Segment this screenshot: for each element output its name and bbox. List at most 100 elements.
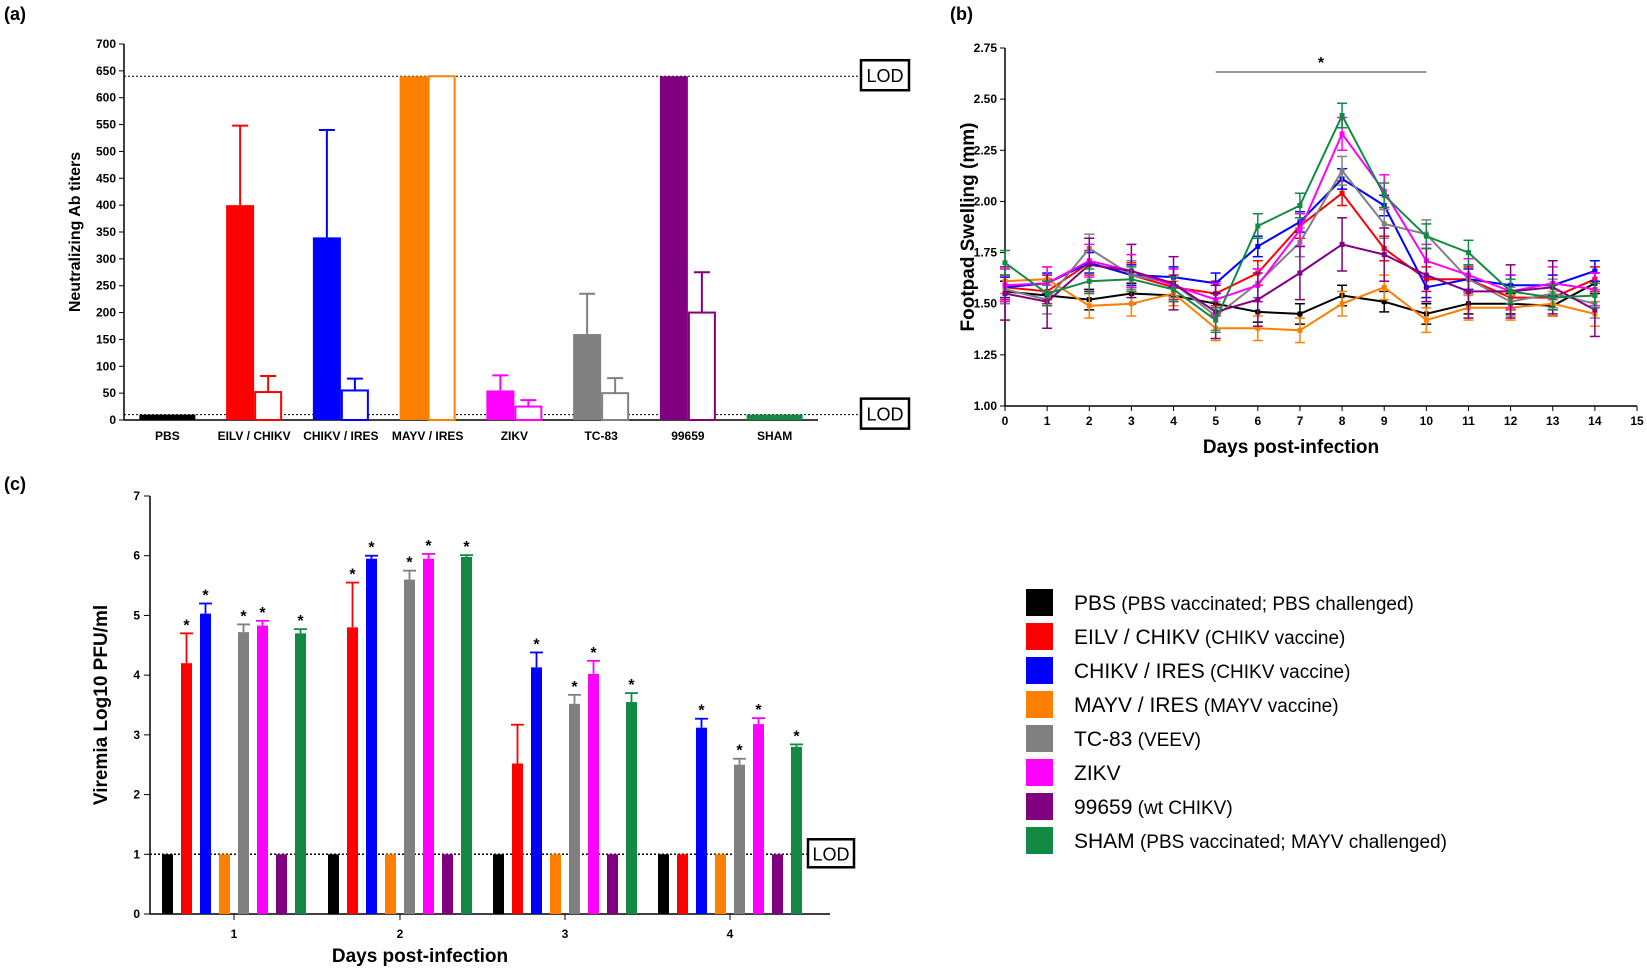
c-y-tick-label: 1 [133,847,140,861]
b-x-tick-label: 3 [1128,414,1135,428]
panel-c-label: (c) [4,474,26,494]
c-significance-star: * [202,587,209,604]
c-bar [715,854,726,914]
a-y-tick-label: 600 [96,91,116,105]
a-x-tick-label: EILV / CHIKV [218,429,291,443]
chart-a: 0 50 100 150 200 250 300 350 400 450 500 550 600 650 7… [67,37,911,443]
c-bar [531,667,542,914]
a-bar-open [340,389,369,422]
b-point [1465,250,1471,256]
c-y-tick-label: 5 [133,608,140,622]
b-x-tick-label: 9 [1381,414,1388,428]
a-x-tick-label: PBS [155,429,180,443]
b-point [1297,203,1303,209]
c-bar [347,627,358,914]
b-significance-star: * [1318,55,1325,72]
c-bar [295,633,306,914]
b-point [1592,307,1598,313]
c-bar [200,613,211,914]
c-bar [257,625,268,914]
a-y-tick-label: 200 [96,306,116,320]
legend-swatch [1026,725,1053,752]
c-x-tick-label: 2 [397,927,404,941]
legend-swatch [1026,793,1053,820]
b-point [1086,278,1092,284]
b-point [1592,268,1598,274]
a-x-tick-label: TC-83 [584,429,618,443]
b-y-tick-label: 2.50 [974,92,998,106]
c-significance-star: * [259,605,266,622]
b-point [1255,297,1261,303]
a-bar-filled [312,237,341,420]
a-bar-open [601,392,630,421]
c-y-tick-label: 0 [133,907,140,921]
legend-group-name: TC-83 [1074,728,1132,751]
c-significance-star: * [755,702,762,719]
a-y-tick-label: 100 [96,359,116,373]
c-bar [404,579,415,914]
c-significance-star: * [571,679,578,696]
legend-group-note: (PBS vaccinated; MAYV challenged) [1135,832,1447,853]
panel-a-label: (a) [4,4,26,24]
b-point [1086,303,1092,309]
legend-swatch [1026,657,1053,684]
c-y-tick-label: 4 [133,668,140,682]
a-lod-label: LOD [866,66,903,86]
chart-c: 0 1 2 3 4 5 6 7 Viremia Log10 PFU/ml Days post-in… [91,489,856,967]
a-bar-filled [139,414,196,420]
legend-group-note: (wt CHIKV) [1132,798,1232,819]
c-bar [791,746,802,914]
panel-b-label: (b) [950,4,973,24]
a-y-tick-label: 550 [96,118,116,132]
a-y-tick-label: 300 [96,252,116,266]
legend-swatch [1026,827,1053,854]
b-point [1213,317,1219,323]
a-x-tick-label: SHAM [757,429,792,443]
b-point [1297,227,1303,233]
c-y-axis-title: Viremia Log10 PFU/ml [91,605,112,805]
legend: PBS (PBS vaccinated; PBS challenged) EILV… [1026,589,1447,854]
a-lod-box [859,397,911,430]
c-significance-star: * [368,540,375,557]
legend-group-name: EILV / CHIKV [1074,626,1200,649]
c-significance-star: * [533,636,540,653]
legend-label: PBS (PBS vaccinated; PBS challenged) [1074,592,1414,615]
c-significance-star: * [425,538,432,555]
b-x-tick-label: 7 [1297,414,1304,428]
b-point [1508,288,1514,294]
b-x-tick-label: 2 [1086,414,1093,428]
a-x-tick-label: MAYV / IRES [392,429,464,443]
c-bar [328,854,339,914]
b-x-tick-label: 5 [1212,414,1219,428]
b-x-axis-title: Days post-infection [1203,437,1379,458]
c-significance-star: * [628,677,635,694]
b-y-tick-label: 2.75 [974,41,998,55]
chart-b: 1.001.251.501.752.002.252.502.750 1 2 3 4 5 6 7… [958,41,1644,458]
b-x-tick-label: 12 [1504,414,1518,428]
b-point [1339,131,1345,137]
b-x-tick-label: 13 [1546,414,1560,428]
a-bar-open [514,405,543,422]
b-point [1381,284,1387,290]
c-significance-star: * [698,703,705,720]
legend-group-name: MAYV / IRES [1074,694,1198,717]
a-bar-filled [746,414,803,420]
legend-group-name: CHIKV / IRES [1074,660,1205,683]
c-significance-star: * [590,645,597,662]
c-y-tick-label: 3 [133,728,140,742]
c-bar [461,556,472,914]
c-significance-star: * [793,728,800,745]
b-point [1339,301,1345,307]
b-point [1171,286,1177,292]
c-bar [162,854,173,914]
a-bar-filled [659,76,688,420]
c-y-tick-label: 7 [133,489,140,503]
b-x-tick-label: 0 [1002,414,1009,428]
b-x-tick-label: 6 [1254,414,1261,428]
b-point [1297,311,1303,317]
b-y-tick-label: 1.50 [974,297,998,311]
a-bar-filled [226,205,255,420]
legend-group-name: SHAM [1074,830,1135,853]
b-x-tick-label: 10 [1420,414,1434,428]
legend-label: CHIKV / IRES (CHIKV vaccine) [1074,660,1350,683]
